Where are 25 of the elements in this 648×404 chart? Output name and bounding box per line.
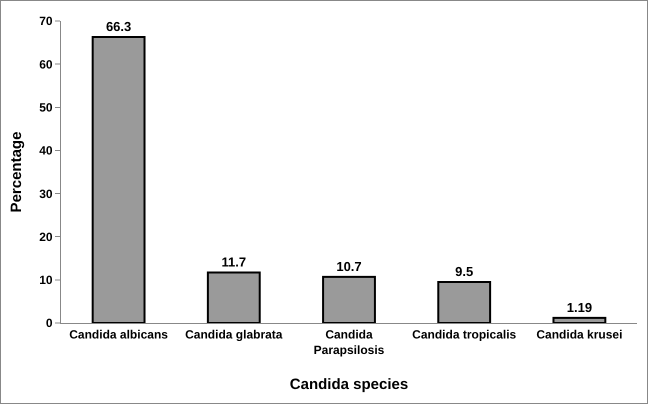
y-tick-label: 40 (39, 144, 53, 158)
y-tick-label: 50 (39, 100, 53, 114)
x-tick-label: Candida glabrata (185, 327, 283, 342)
x-tick-label: Candida Parapsilosis (314, 327, 385, 357)
x-axis-title: Candida species (290, 376, 408, 393)
y-tick-label: 10 (39, 273, 53, 288)
data-label: 10.7 (336, 258, 362, 274)
bar (92, 36, 146, 323)
y-tick-label: 0 (46, 316, 53, 330)
y-tick-label: 70 (39, 14, 53, 28)
x-tick-label: Candida tropicalis (412, 327, 517, 342)
x-tick-label: Candida albicans (69, 327, 168, 342)
y-axis-title: Percentage (8, 132, 25, 212)
x-tick-label: Candida krusei (536, 327, 622, 342)
data-label: 9.5 (455, 264, 474, 280)
bar (206, 272, 261, 323)
bar (437, 281, 492, 323)
data-label: 66.3 (106, 18, 132, 34)
y-tick-label: 30 (39, 186, 53, 201)
bar (552, 316, 606, 323)
y-tick-label: 20 (39, 230, 53, 244)
y-tick-label: 60 (39, 57, 53, 72)
data-label: 1.19 (566, 300, 592, 315)
data-label: 11.7 (222, 254, 246, 270)
bar (322, 276, 376, 323)
